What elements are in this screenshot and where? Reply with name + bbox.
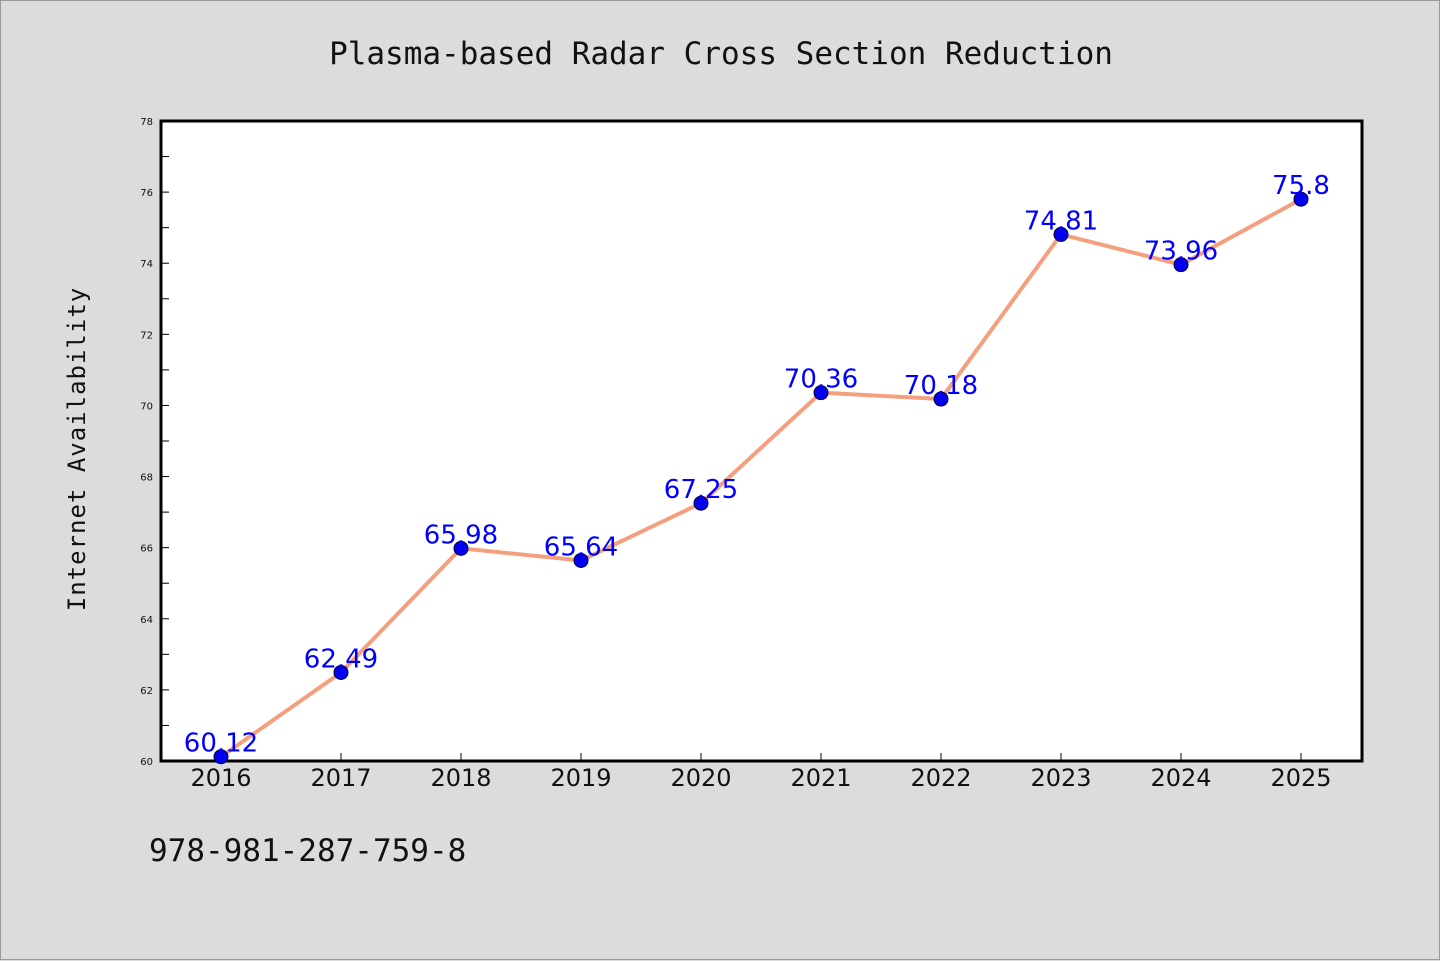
data-point <box>573 552 589 568</box>
data-label: 65.98 <box>424 520 498 550</box>
chart-title: Plasma-based Radar Cross Section Reducti… <box>329 36 1113 72</box>
data-label: 62.49 <box>304 644 378 674</box>
data-label: 65.64 <box>544 532 618 562</box>
x-tick-label: 2018 <box>430 764 491 792</box>
y-axis-label: Internet Availability <box>63 287 91 611</box>
data-label: 60.12 <box>184 729 258 759</box>
data-label: 67.25 <box>664 475 738 505</box>
y-tick-label: 74 <box>140 259 153 270</box>
data-point <box>813 385 829 401</box>
x-tick-label: 2022 <box>910 764 971 792</box>
x-tick-label: 2020 <box>670 764 731 792</box>
y-tick-label: 72 <box>140 330 153 341</box>
data-point <box>333 664 349 680</box>
data-point <box>933 391 949 407</box>
x-tick-label: 2021 <box>790 764 851 792</box>
y-tick-label: 76 <box>140 188 153 199</box>
data-point <box>213 749 229 765</box>
y-tick-label: 68 <box>140 473 153 484</box>
x-tick-label: 2019 <box>550 764 611 792</box>
series-group: 60.12 62.49 65.98 65.64 67.25 70.36 70.18 74.81… <box>184 171 1330 765</box>
x-tick-label: 2023 <box>1030 764 1091 792</box>
data-label: 75.8 <box>1272 171 1330 201</box>
y-tick-label: 64 <box>140 615 153 626</box>
data-point <box>1053 226 1069 242</box>
y-tick-label: 60 <box>140 757 153 768</box>
data-label: 74.81 <box>1024 206 1098 236</box>
data-point <box>453 540 469 556</box>
y-axis-ticks: 60 62 64 66 68 70 72 74 76 78 <box>140 117 169 768</box>
y-tick-label: 78 <box>140 117 153 128</box>
data-label: 73.96 <box>1144 237 1218 267</box>
data-label: 70.18 <box>904 371 978 401</box>
x-tick-label: 2017 <box>310 764 371 792</box>
x-tick-label: 2025 <box>1270 764 1331 792</box>
data-point <box>693 495 709 511</box>
x-tick-label: 2016 <box>190 764 251 792</box>
data-point <box>1293 191 1309 207</box>
series-line <box>219 197 1302 759</box>
data-label: 70.36 <box>784 365 858 395</box>
y-tick-label: 66 <box>140 544 153 555</box>
y-tick-label: 70 <box>140 401 153 412</box>
x-axis-ticks: 2016 2017 2018 2019 2020 2021 2022 2023 2024 2025 <box>190 753 1332 792</box>
footer-code: 978-981-287-759-8 <box>149 833 467 869</box>
x-tick-label: 2024 <box>1150 764 1211 792</box>
data-point <box>1173 257 1189 273</box>
y-tick-label: 62 <box>140 686 153 697</box>
